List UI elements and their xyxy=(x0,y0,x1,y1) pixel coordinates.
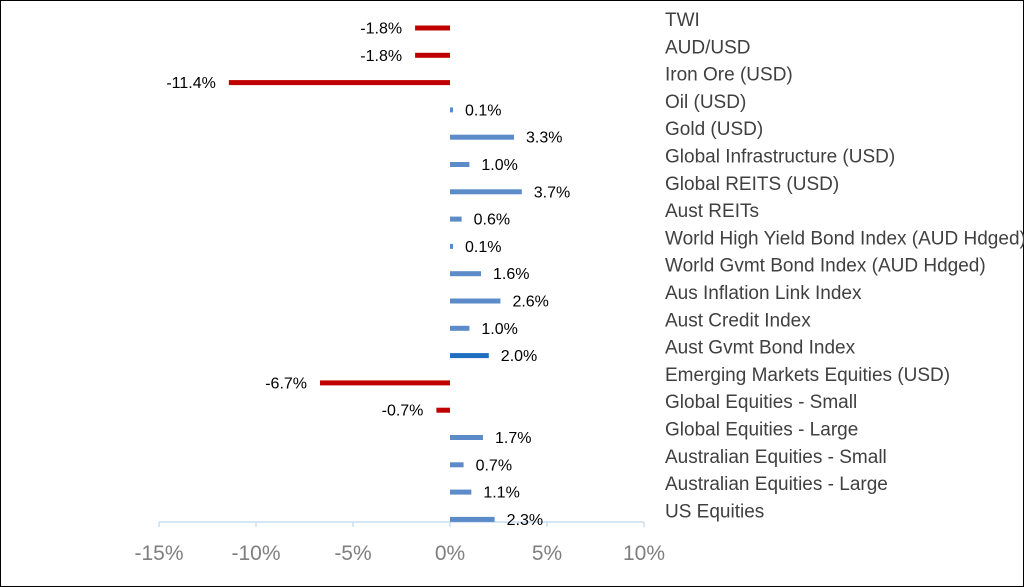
data-label: 1.1% xyxy=(483,485,519,502)
data-label: 1.6% xyxy=(493,266,529,283)
bar xyxy=(450,462,464,468)
bar xyxy=(450,435,483,440)
category-label: Global REITS (USD) xyxy=(665,174,839,195)
category-label: Australian Equities - Small xyxy=(665,447,887,468)
category-label: AUD/USD xyxy=(665,37,751,58)
category-label: Aust REITs xyxy=(665,201,759,222)
bar xyxy=(450,516,495,522)
bar xyxy=(436,407,450,413)
category-label: Global Equities - Small xyxy=(665,392,857,413)
category-label: US Equities xyxy=(665,501,764,522)
bar xyxy=(450,243,453,249)
bar xyxy=(415,25,450,31)
data-label: 1.0% xyxy=(481,321,517,338)
bar xyxy=(450,353,489,359)
data-label: 2.0% xyxy=(501,348,537,365)
data-label: 1.7% xyxy=(495,430,531,447)
category-label: Aust Gvmt Bond Index xyxy=(665,338,856,359)
bar xyxy=(450,134,515,140)
data-label: 0.7% xyxy=(476,457,512,474)
data-label: -11.4% xyxy=(166,75,216,92)
bar xyxy=(450,271,482,277)
data-label: 1.0% xyxy=(481,157,517,174)
data-label: -1.8% xyxy=(360,21,402,38)
data-label: 3.7% xyxy=(534,184,570,201)
bar xyxy=(228,80,450,86)
x-tick-label: 5% xyxy=(532,542,562,565)
data-label: -1.8% xyxy=(360,48,402,65)
category-label: Emerging Markets Equities (USD) xyxy=(665,365,950,386)
bar xyxy=(415,52,450,58)
bar xyxy=(450,216,462,222)
data-label: 0.6% xyxy=(474,212,510,229)
x-tick-label: -5% xyxy=(334,542,371,565)
bar xyxy=(450,298,501,304)
category-label: World Gvmt Bond Index (AUD Hdged) xyxy=(665,256,986,277)
category-label: Global Equities - Large xyxy=(665,420,858,441)
bar xyxy=(450,162,470,167)
category-label: Aust Credit Index xyxy=(665,310,811,331)
x-tick-label: -10% xyxy=(231,542,280,565)
data-label: 0.1% xyxy=(465,102,501,119)
bar xyxy=(450,489,472,495)
category-label: Iron Ore (USD) xyxy=(665,65,793,86)
category-label: Global Infrastructure (USD) xyxy=(665,147,895,168)
x-tick-label: -15% xyxy=(134,542,183,565)
data-label: 3.3% xyxy=(526,130,562,147)
data-label: -0.7% xyxy=(382,403,424,420)
x-tick-label: 0% xyxy=(435,542,465,565)
x-tick-label: 10% xyxy=(623,542,665,565)
data-label: -6.7% xyxy=(265,375,307,392)
bar xyxy=(450,325,470,331)
category-label: TWI xyxy=(665,10,700,31)
bar xyxy=(450,189,522,195)
bar xyxy=(450,107,453,113)
category-label: Gold (USD) xyxy=(665,119,763,140)
data-label: 2.6% xyxy=(512,294,548,311)
data-label: 0.1% xyxy=(465,239,501,256)
bar xyxy=(320,380,450,386)
category-label: Aus Inflation Link Index xyxy=(665,283,862,304)
category-label: Australian Equities - Large xyxy=(665,474,888,495)
data-label: 2.3% xyxy=(507,512,543,529)
category-label: World High Yield Bond Index (AUD Hdged) xyxy=(665,228,1024,249)
category-label: Oil (USD) xyxy=(665,92,746,113)
